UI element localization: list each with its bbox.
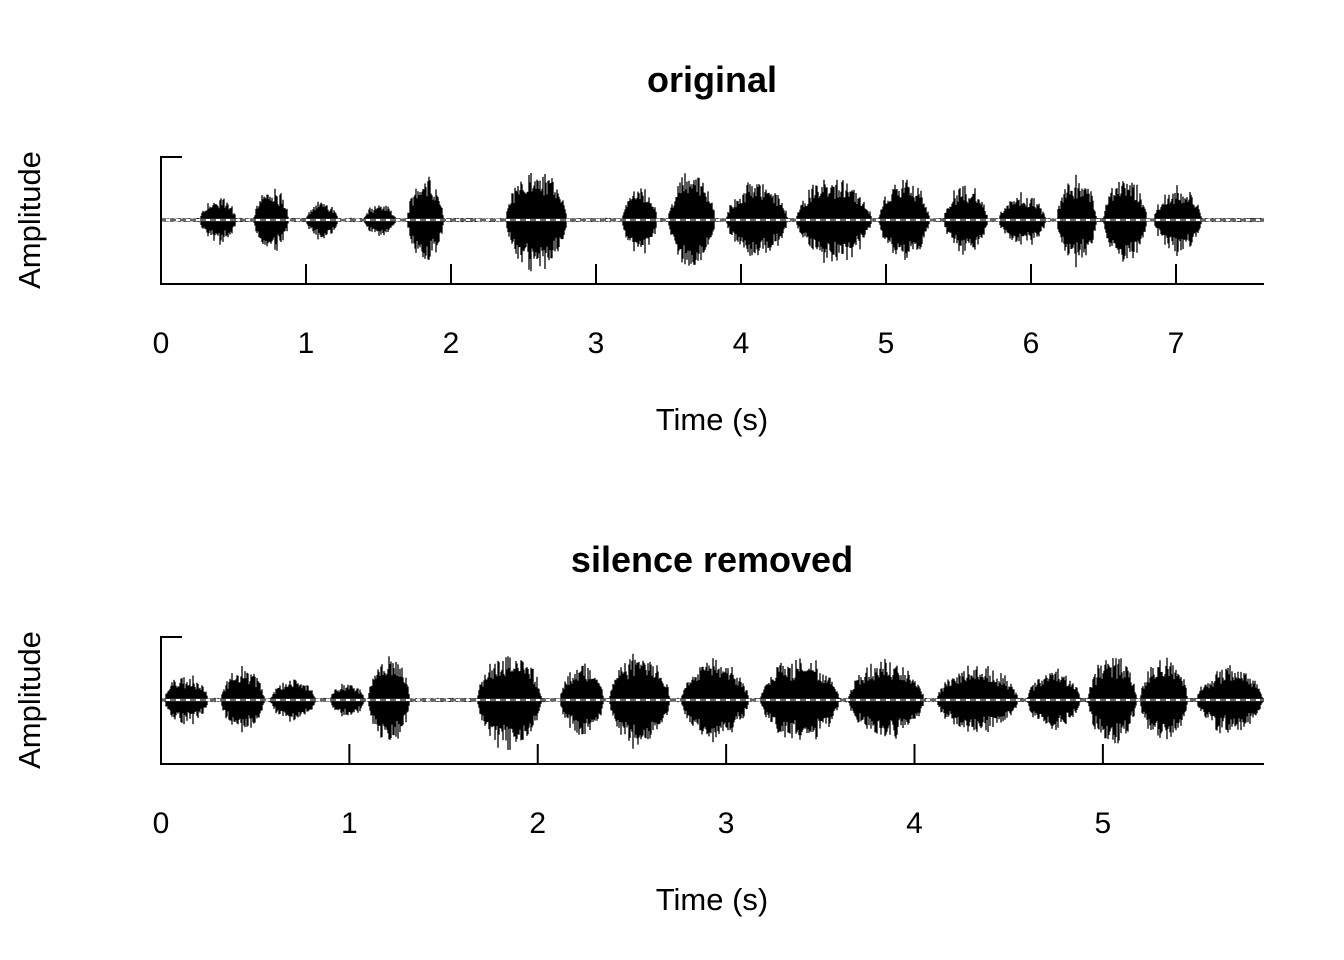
x-tick-label: 1 (298, 327, 315, 360)
x-tick-label: 4 (733, 327, 750, 360)
y-axis-label: Amplitude (12, 151, 47, 289)
x-tick-label: 7 (1168, 327, 1185, 360)
x-tick-label: 2 (529, 807, 546, 840)
x-tick-labels: 0 1 2 3 4 5 6 7 (153, 327, 1185, 360)
x-tick-label: 5 (1095, 807, 1112, 840)
x-tick-labels: 0 1 2 3 4 5 (153, 807, 1112, 840)
x-tick-label: 0 (153, 327, 170, 360)
x-tick-label: 0 (153, 807, 170, 840)
x-tick-label: 5 (878, 327, 895, 360)
chart-title: original (647, 59, 777, 100)
x-tick-label: 1 (341, 807, 358, 840)
x-tick-label: 6 (1023, 327, 1040, 360)
waveform-trace (161, 653, 1264, 750)
x-tick-label: 3 (588, 327, 605, 360)
x-axis-ticks (160, 744, 1104, 764)
x-tick-label: 4 (906, 807, 923, 840)
x-axis-label: Time (s) (656, 882, 769, 917)
x-axis-label: Time (s) (656, 402, 769, 437)
x-tick-label: 3 (718, 807, 735, 840)
waveform-original (161, 173, 1264, 272)
panel-original: original Amplitude Time (s) 0 1 2 3 4 5 … (12, 59, 1264, 437)
chart-title: silence removed (571, 539, 853, 580)
waveform-silence-removed (161, 653, 1264, 750)
y-axis-label: Amplitude (12, 631, 47, 769)
panel-silence-removed: silence removed Amplitude Time (s) 0 1 2… (12, 539, 1264, 917)
x-axis-ticks (160, 264, 1177, 284)
x-tick-label: 2 (443, 327, 460, 360)
waveform-trace (161, 173, 1264, 272)
